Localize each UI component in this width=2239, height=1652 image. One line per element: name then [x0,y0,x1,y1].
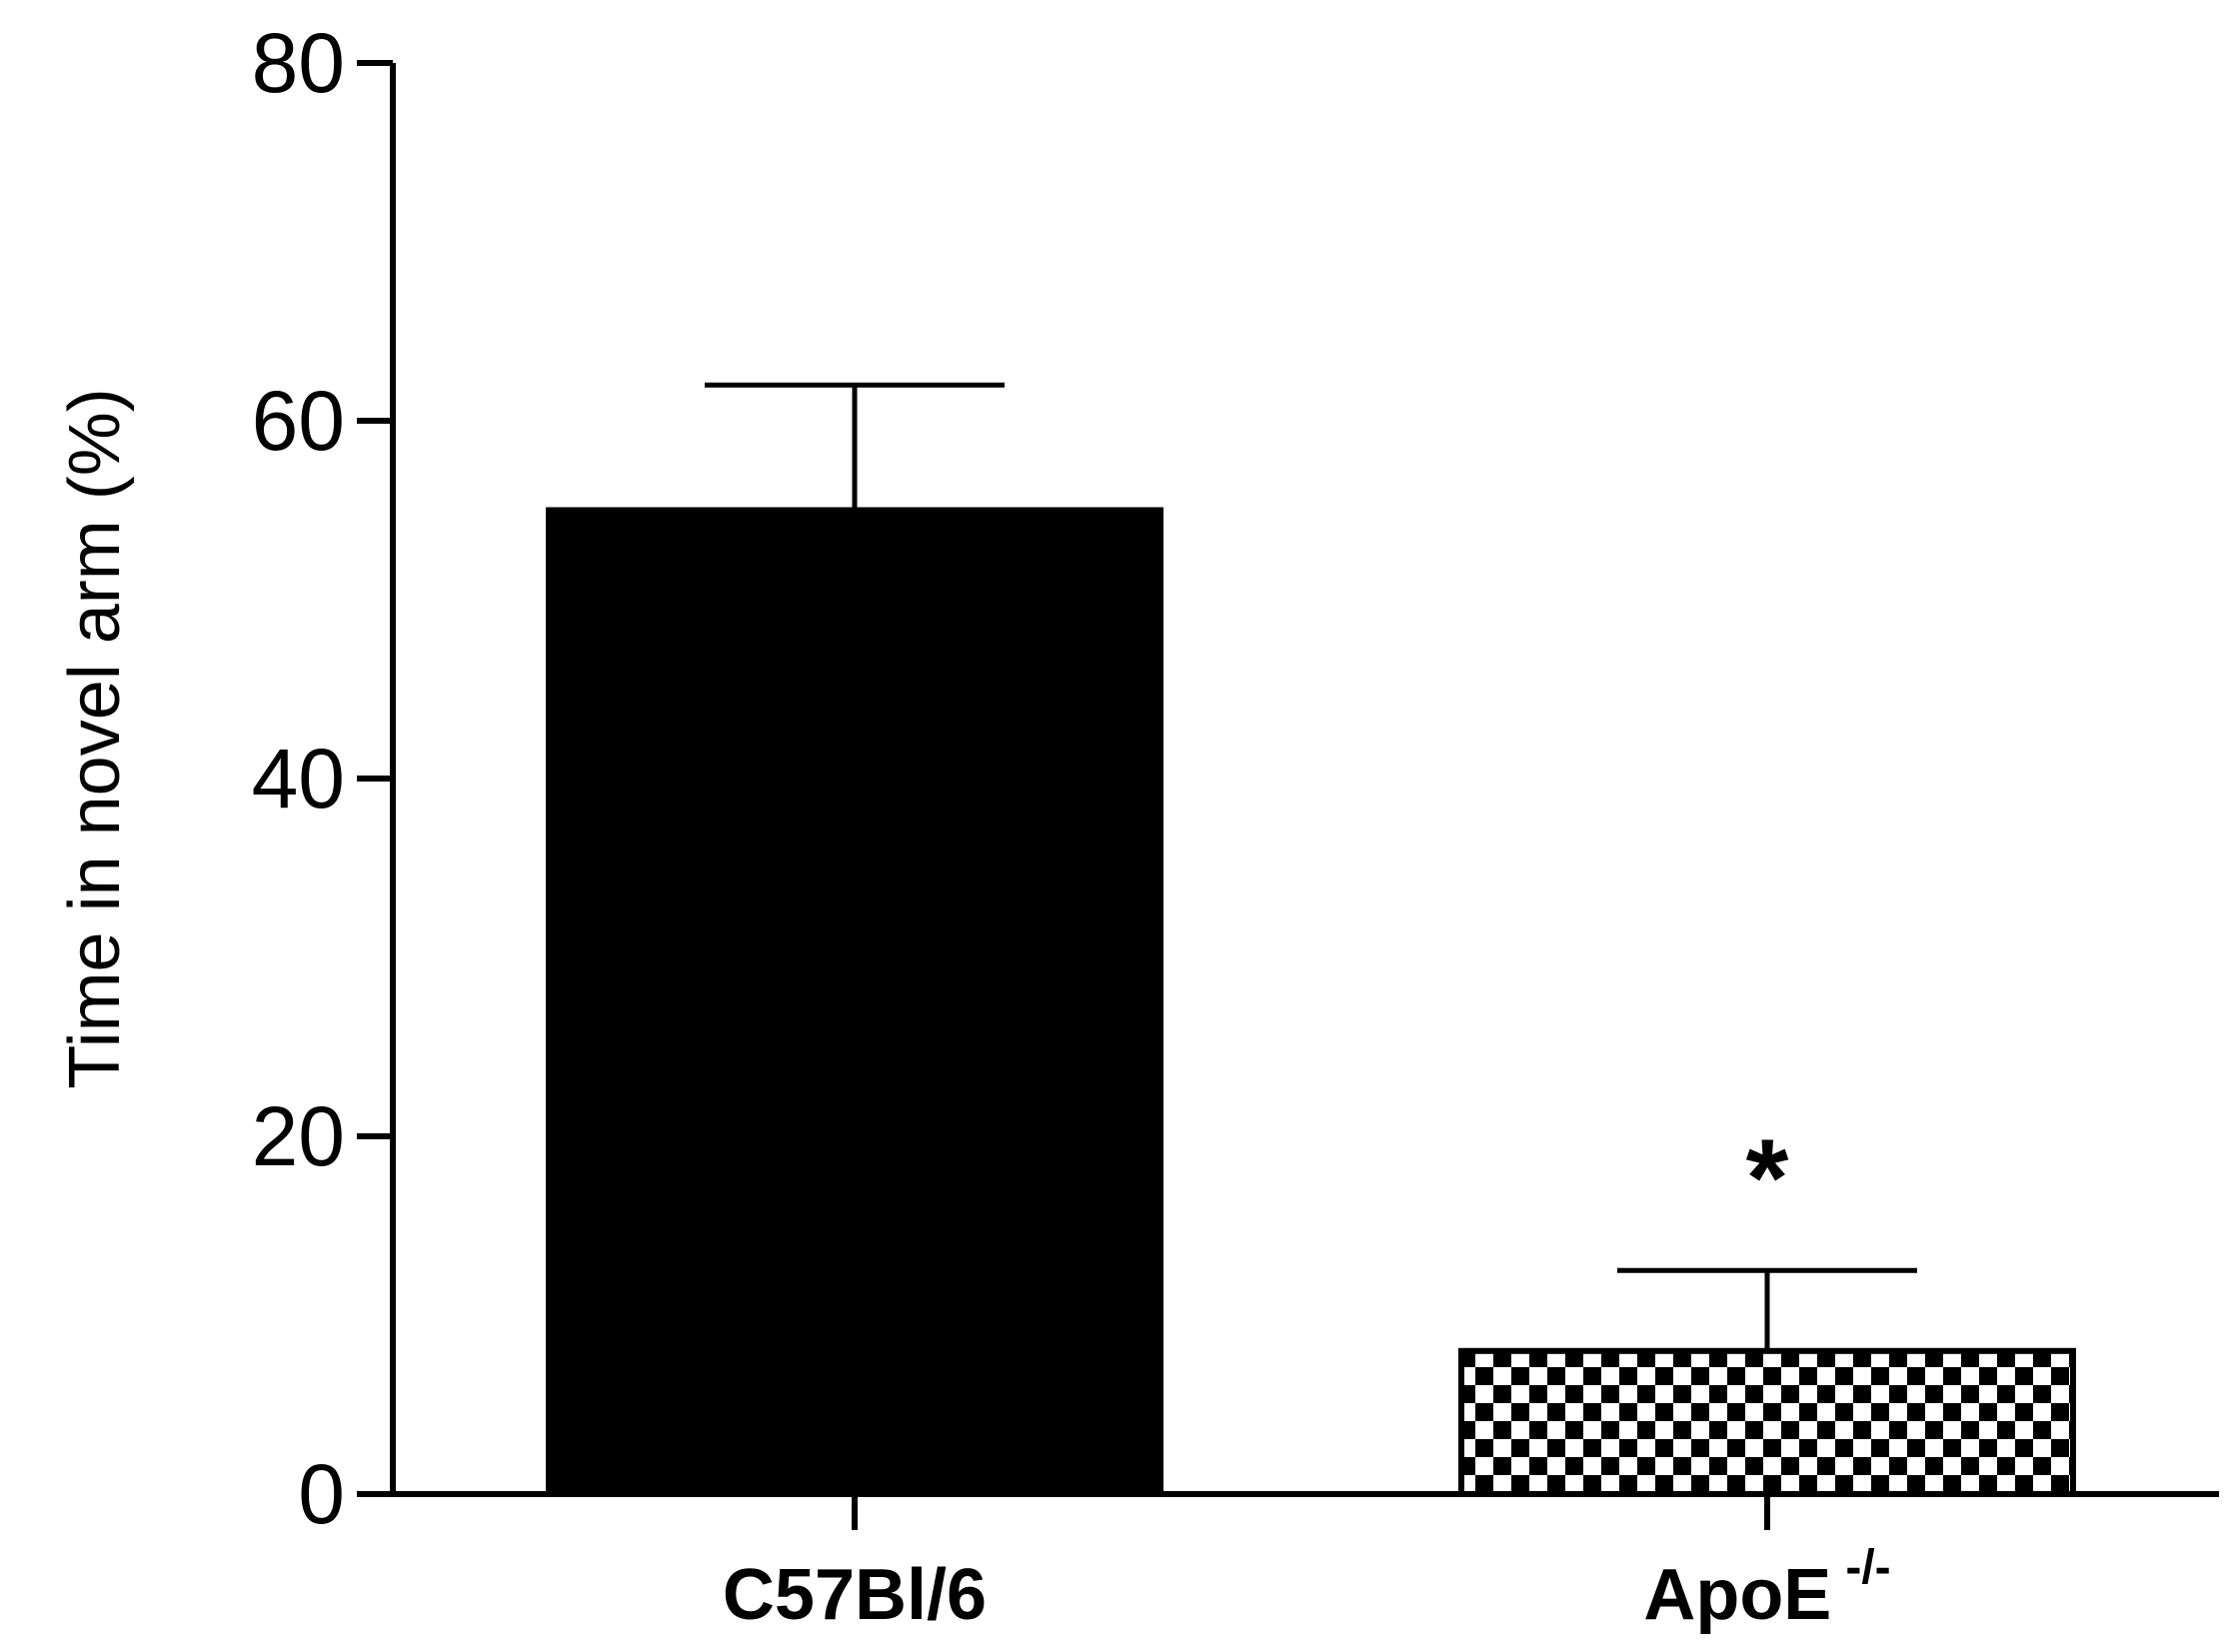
y-tick-label-60: 60 [252,374,345,468]
x-tick-label-1: ApoE -/- [1643,1541,1890,1635]
bar-0 [546,507,1163,1497]
y-tick-label-20: 20 [252,1089,345,1183]
x-tick-label-superscript-1: -/- [1845,1541,1890,1594]
y-axis-label: Time in novel arm (%) [55,388,135,1088]
y-tick-label-80: 80 [252,16,345,110]
significance-marker-0: * [1746,1116,1789,1239]
bars-layer [546,382,2076,1498]
x-tick-label-0: C57Bl/6 [723,1555,987,1635]
text-layer: Time in novel arm (%) 0 20 40 60 80 C57Bl/6 Ap… [55,16,1891,1635]
y-tick-label-40: 40 [252,732,345,826]
bar-1 [1458,1347,2076,1498]
y-tick-label-0: 0 [298,1447,345,1541]
